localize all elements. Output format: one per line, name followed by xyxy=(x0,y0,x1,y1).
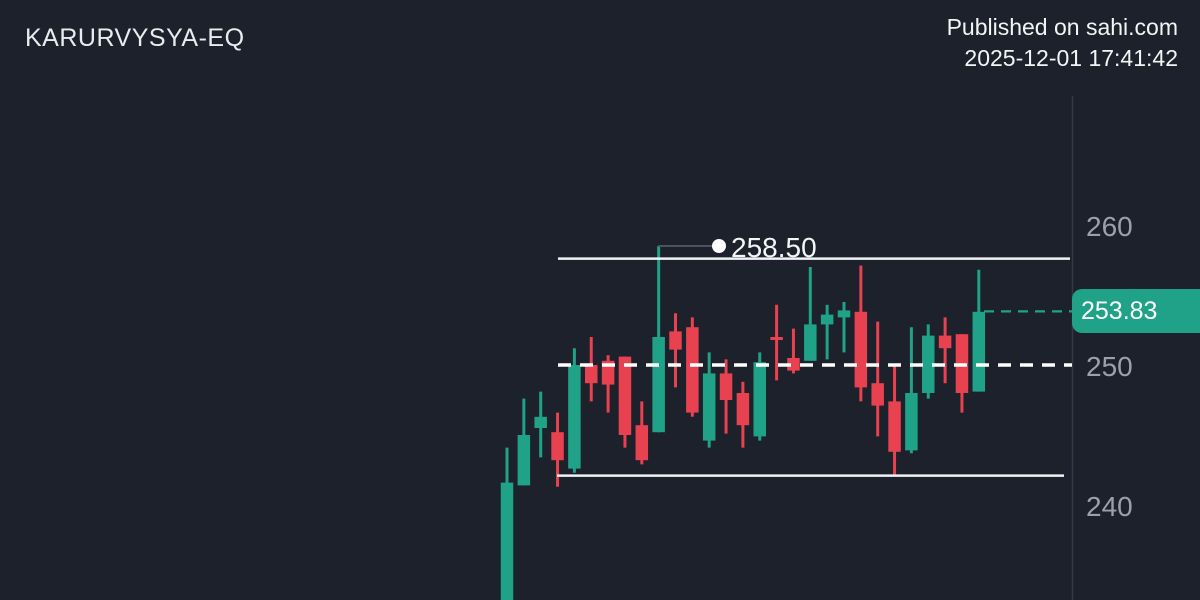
candle-body-down xyxy=(635,425,649,461)
candle-body-up xyxy=(922,335,935,393)
candle-body-up xyxy=(972,311,986,392)
candle-body-up xyxy=(905,393,918,451)
candle-body-up xyxy=(702,373,716,441)
candle-body-up xyxy=(517,435,531,486)
publish-info: Published on sahi.com 2025-12-01 17:41:4… xyxy=(947,12,1178,74)
high-marker-dot xyxy=(712,239,726,253)
candle-body-up xyxy=(652,337,665,433)
candle-body-up xyxy=(753,362,766,437)
y-axis-tick-label: 250 xyxy=(1086,351,1133,382)
marked-high-label: 258.50 xyxy=(731,232,817,263)
candle-body-down xyxy=(854,311,868,388)
last-price-badge: 253.83 xyxy=(1072,289,1200,334)
candle-body-up xyxy=(568,365,581,469)
candle-body-down xyxy=(618,356,632,435)
candle-body-down xyxy=(888,401,901,452)
publish-timestamp: 2025-12-01 17:41:42 xyxy=(964,45,1178,71)
candle-body-up xyxy=(837,310,851,318)
y-axis-tick-label: 260 xyxy=(1086,211,1133,242)
candle-body-down xyxy=(686,327,699,413)
candle-body-down xyxy=(736,393,750,426)
candle-body-up xyxy=(820,314,834,325)
candle-body-down xyxy=(871,383,884,406)
publish-source: Published on sahi.com xyxy=(946,14,1178,40)
candle-body-down xyxy=(719,373,733,400)
candle-body-down xyxy=(770,337,783,340)
candle-body-down xyxy=(551,432,564,461)
candle-body-down xyxy=(938,335,952,349)
candle-body-up xyxy=(500,482,514,600)
candle-body-up xyxy=(804,324,817,361)
candle-body-down xyxy=(585,365,598,384)
candle-body-up xyxy=(534,416,547,428)
candle-body-down xyxy=(669,331,682,350)
y-axis-tick-label: 240 xyxy=(1086,491,1133,522)
symbol-title: KARURVYSYA-EQ xyxy=(25,24,245,52)
candle-body-down xyxy=(787,358,800,371)
